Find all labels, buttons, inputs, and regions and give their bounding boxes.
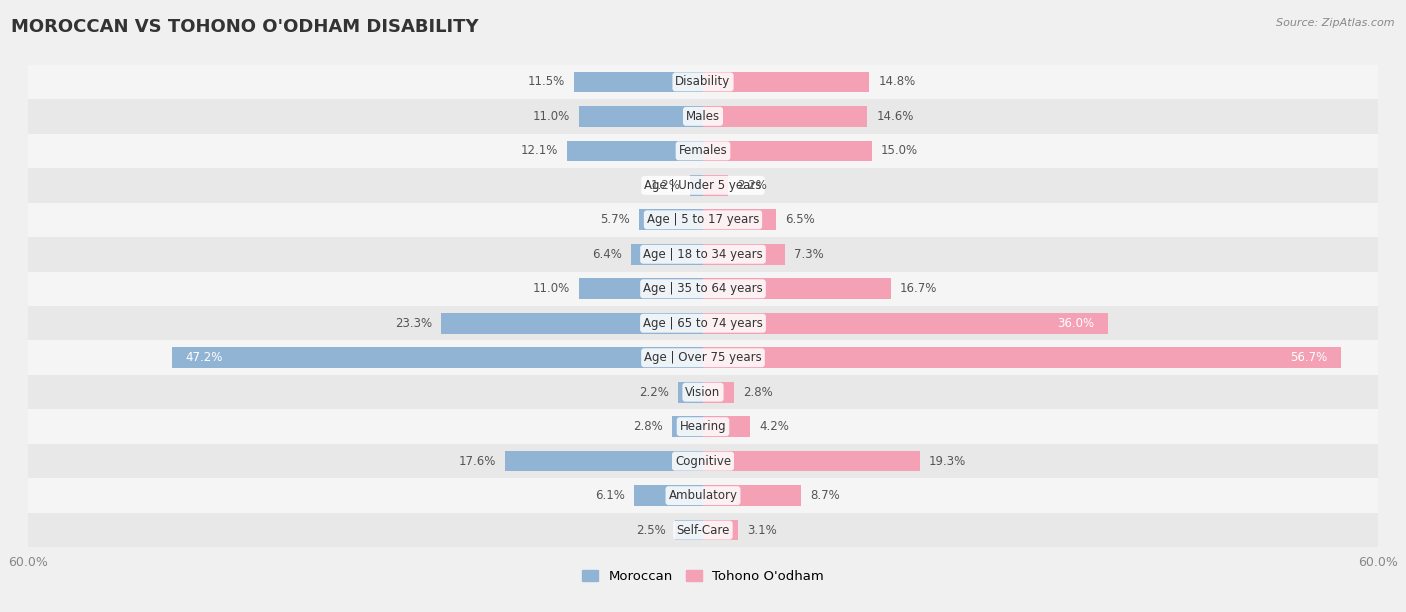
Bar xyxy=(703,209,776,230)
Bar xyxy=(28,168,1378,203)
Bar xyxy=(638,209,703,230)
Bar xyxy=(505,451,703,471)
Text: 6.1%: 6.1% xyxy=(596,489,626,502)
Text: 6.4%: 6.4% xyxy=(592,248,621,261)
Text: 2.2%: 2.2% xyxy=(737,179,766,192)
Bar xyxy=(28,409,1378,444)
Text: 11.5%: 11.5% xyxy=(527,75,565,88)
Bar xyxy=(675,520,703,540)
Text: 47.2%: 47.2% xyxy=(186,351,224,364)
Bar xyxy=(28,340,1378,375)
Text: 11.0%: 11.0% xyxy=(533,110,571,123)
Text: Vision: Vision xyxy=(685,386,721,398)
Text: 2.8%: 2.8% xyxy=(744,386,773,398)
Text: 11.0%: 11.0% xyxy=(533,282,571,295)
Text: 56.7%: 56.7% xyxy=(1291,351,1327,364)
Bar xyxy=(678,382,703,403)
Text: 14.8%: 14.8% xyxy=(879,75,915,88)
Bar xyxy=(703,520,738,540)
Bar xyxy=(28,444,1378,479)
Bar xyxy=(28,65,1378,99)
Bar xyxy=(703,451,920,471)
Text: 8.7%: 8.7% xyxy=(810,489,839,502)
Text: Age | 65 to 74 years: Age | 65 to 74 years xyxy=(643,317,763,330)
Bar xyxy=(703,175,728,196)
Text: Age | 5 to 17 years: Age | 5 to 17 years xyxy=(647,214,759,226)
Text: 17.6%: 17.6% xyxy=(458,455,496,468)
Bar xyxy=(441,313,703,334)
Text: 2.8%: 2.8% xyxy=(633,420,662,433)
Bar xyxy=(172,348,703,368)
Bar xyxy=(574,72,703,92)
Bar xyxy=(703,313,1108,334)
Bar xyxy=(703,72,869,92)
Text: Cognitive: Cognitive xyxy=(675,455,731,468)
Bar xyxy=(631,244,703,264)
Text: 36.0%: 36.0% xyxy=(1057,317,1094,330)
Bar xyxy=(703,416,751,437)
Bar xyxy=(28,513,1378,547)
Text: Females: Females xyxy=(679,144,727,157)
Text: 6.5%: 6.5% xyxy=(785,214,815,226)
Text: Age | Under 5 years: Age | Under 5 years xyxy=(644,179,762,192)
Bar xyxy=(703,382,734,403)
Text: Hearing: Hearing xyxy=(679,420,727,433)
Bar xyxy=(579,278,703,299)
Text: Self-Care: Self-Care xyxy=(676,524,730,537)
Text: 5.7%: 5.7% xyxy=(600,214,630,226)
Text: Age | 18 to 34 years: Age | 18 to 34 years xyxy=(643,248,763,261)
Text: 7.3%: 7.3% xyxy=(794,248,824,261)
Text: 2.5%: 2.5% xyxy=(636,524,666,537)
Text: MOROCCAN VS TOHONO O'ODHAM DISABILITY: MOROCCAN VS TOHONO O'ODHAM DISABILITY xyxy=(11,18,479,36)
Text: Age | 35 to 64 years: Age | 35 to 64 years xyxy=(643,282,763,295)
Text: 23.3%: 23.3% xyxy=(395,317,432,330)
Legend: Moroccan, Tohono O'odham: Moroccan, Tohono O'odham xyxy=(576,565,830,588)
Text: Disability: Disability xyxy=(675,75,731,88)
Text: 2.2%: 2.2% xyxy=(640,386,669,398)
Text: Age | Over 75 years: Age | Over 75 years xyxy=(644,351,762,364)
Bar xyxy=(28,479,1378,513)
Bar xyxy=(703,348,1341,368)
Bar xyxy=(28,306,1378,340)
Bar xyxy=(567,141,703,161)
Bar xyxy=(703,106,868,127)
Text: 1.2%: 1.2% xyxy=(651,179,681,192)
Text: 15.0%: 15.0% xyxy=(880,144,918,157)
Bar xyxy=(703,485,801,506)
Text: 4.2%: 4.2% xyxy=(759,420,789,433)
Bar xyxy=(28,272,1378,306)
Bar xyxy=(28,375,1378,409)
Bar xyxy=(579,106,703,127)
Bar xyxy=(703,141,872,161)
Bar xyxy=(28,203,1378,237)
Bar xyxy=(28,99,1378,133)
Text: 3.1%: 3.1% xyxy=(747,524,776,537)
Text: 14.6%: 14.6% xyxy=(876,110,914,123)
Bar xyxy=(703,278,891,299)
Text: 16.7%: 16.7% xyxy=(900,282,938,295)
Bar xyxy=(634,485,703,506)
Text: Source: ZipAtlas.com: Source: ZipAtlas.com xyxy=(1277,18,1395,28)
Bar xyxy=(689,175,703,196)
Bar xyxy=(672,416,703,437)
Text: 12.1%: 12.1% xyxy=(520,144,558,157)
Bar xyxy=(28,237,1378,272)
Bar xyxy=(28,133,1378,168)
Text: 19.3%: 19.3% xyxy=(929,455,966,468)
Text: Males: Males xyxy=(686,110,720,123)
Text: Ambulatory: Ambulatory xyxy=(668,489,738,502)
Bar xyxy=(703,244,785,264)
